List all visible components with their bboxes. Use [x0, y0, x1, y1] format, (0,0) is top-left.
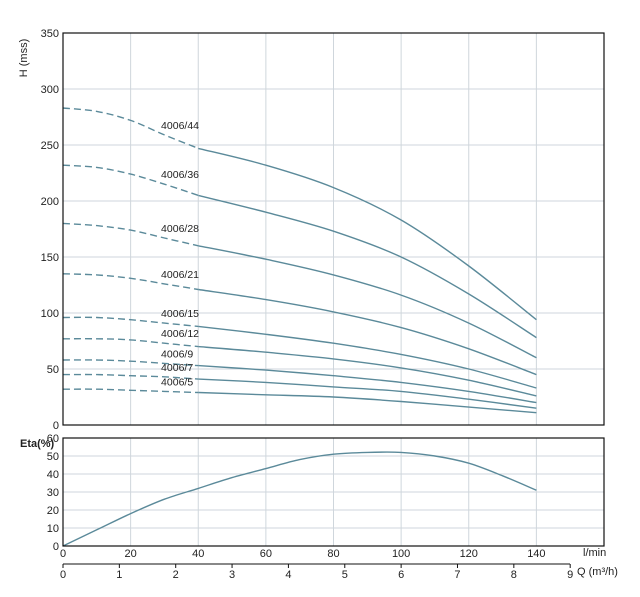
x-axis-m3h-tick-label: 0 [60, 569, 66, 581]
head-curve [198, 364, 537, 404]
head-curve [198, 391, 537, 414]
head-curve-dashed [62, 373, 199, 380]
head-curve [198, 325, 537, 389]
head-y-tick-label: 0 [53, 420, 59, 432]
x-axis-m3h-tick-label: 1 [116, 569, 122, 581]
efficiency-y-tick-label: 0 [53, 541, 59, 553]
efficiency-y-tick-label: 30 [47, 487, 59, 499]
head-curve-label: 4006/5 [161, 376, 193, 388]
x-axis-lmin-tick-label: 20 [125, 548, 137, 560]
x-axis-lmin-unit: l/min [583, 547, 606, 559]
x-axis-lmin: 0 20 40 60 80 100 120 140 [60, 548, 546, 560]
x-axis-lmin-tick-label: 100 [392, 548, 410, 560]
head-curve-dashed [62, 107, 199, 150]
x-axis-m3h-tick-label: 4 [285, 569, 291, 581]
efficiency-curve [62, 451, 537, 547]
head-y-ticks: 0 50 100 150 200 250 300 350 [41, 28, 59, 432]
head-curve-label: 4006/12 [161, 328, 199, 340]
x-axis-lmin-tick-label: 120 [460, 548, 478, 560]
efficiency-y-ticks: 0 10 20 30 40 50 60 [47, 433, 59, 553]
x-axis-lmin-tick-label: 0 [60, 548, 66, 560]
x-axis-m3h-tick-label: 9 [567, 569, 573, 581]
head-y-axis-label: H (mss) [18, 39, 30, 78]
x-axis-m3h-tick-label: 6 [398, 569, 404, 581]
head-curve-label: 4006/36 [161, 169, 199, 181]
head-curve-dashed [62, 388, 199, 394]
x-axis-m3h-tick-label: 3 [229, 569, 235, 581]
head-curve-label: 4006/15 [161, 308, 199, 320]
head-curve-label: 4006/28 [161, 223, 199, 235]
head-y-tick-label: 300 [41, 84, 59, 96]
head-curve [198, 378, 537, 409]
efficiency-curves [62, 451, 537, 547]
x-axis-m3h-tick-label: 2 [173, 569, 179, 581]
head-frame [62, 32, 605, 426]
x-axis-lmin-tick-label: 60 [260, 548, 272, 560]
efficiency-frame [62, 437, 605, 547]
efficiency-y-tick-label: 60 [47, 433, 59, 445]
x-axis-m3h-tick-label: 8 [511, 569, 517, 581]
efficiency-y-tick-label: 10 [47, 523, 59, 535]
head-curve-label: 4006/7 [161, 362, 193, 374]
head-curve-dashed [62, 316, 199, 328]
x-axis-m3h-tick-label: 7 [454, 569, 460, 581]
x-axis-lmin-tick-label: 40 [192, 548, 204, 560]
efficiency-y-tick-label: 20 [47, 505, 59, 517]
head-curve [198, 147, 537, 321]
efficiency-y-tick-label: 50 [47, 451, 59, 463]
head-curve-dashed [62, 222, 199, 247]
head-curve-dashed [62, 273, 199, 291]
head-curve-label: 4006/44 [161, 120, 199, 132]
head-curve [198, 194, 537, 339]
head-y-tick-label: 150 [41, 252, 59, 264]
head-curve-label: 4006/9 [161, 348, 193, 360]
efficiency-y-axis-label: Eta(%) [20, 438, 55, 450]
head-y-tick-label: 200 [41, 196, 59, 208]
head-curve-dashed [62, 338, 199, 348]
x-axis-lmin-tick-label: 140 [527, 548, 545, 560]
efficiency-y-tick-label: 40 [47, 469, 59, 481]
head-curve-labels: 4006/44 4006/36 4006/28 4006/21 4006/15 4006/… [161, 120, 199, 388]
head-curve [198, 345, 537, 397]
head-y-tick-label: 350 [41, 28, 59, 40]
head-grid [63, 33, 604, 425]
efficiency-panel: 0 10 20 30 40 50 60 Eta(%) [20, 433, 605, 553]
head-panel: 4006/44 4006/36 4006/28 4006/21 4006/15 4006/… [18, 28, 605, 432]
head-curve-dashed [62, 359, 199, 367]
head-y-tick-label: 50 [47, 364, 59, 376]
head-y-tick-label: 100 [41, 308, 59, 320]
head-curve-dashed [62, 164, 199, 197]
head-curve-label: 4006/21 [161, 269, 199, 281]
head-y-tick-label: 250 [41, 140, 59, 152]
x-axis-m3h-tick-label: 5 [342, 569, 348, 581]
head-curve [198, 288, 537, 376]
x-axis-m3h: 0 1 2 3 4 5 6 7 8 9 [60, 564, 573, 581]
head-curves [62, 107, 537, 414]
head-curve [198, 245, 537, 359]
x-axis-m3h-label: Q (m³/h) [577, 566, 618, 578]
x-axis-lmin-tick-label: 80 [327, 548, 339, 560]
